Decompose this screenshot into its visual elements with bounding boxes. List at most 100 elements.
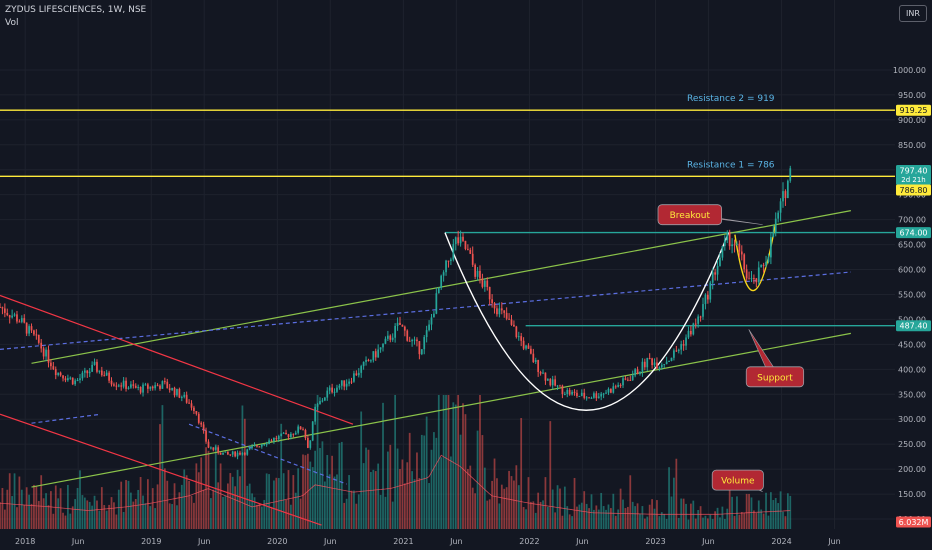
volume-bar — [113, 502, 115, 529]
volume-bar — [83, 497, 86, 529]
candle-body — [243, 452, 246, 455]
candle-body — [636, 369, 639, 374]
candle-body — [474, 264, 477, 277]
candle-body — [299, 426, 302, 430]
level-label: Resistance 2 = 919 — [687, 94, 775, 104]
candle-body — [54, 369, 57, 376]
candle-body — [117, 385, 120, 387]
candle-body — [440, 275, 443, 288]
volume-bar — [588, 508, 590, 529]
candle-body — [626, 379, 629, 381]
candle-body — [430, 317, 433, 325]
candle-body — [595, 393, 598, 399]
candle-body — [30, 326, 33, 331]
volume-bar — [561, 515, 564, 529]
candle-body — [488, 287, 491, 300]
volume-bar — [457, 395, 460, 529]
candle-body — [690, 330, 692, 335]
candle-body — [614, 386, 617, 388]
candle-body — [331, 387, 333, 393]
candle-body — [500, 308, 503, 311]
candle-body — [568, 389, 571, 395]
volume-bar — [241, 405, 244, 529]
candle-body — [306, 438, 309, 448]
volume-bar — [173, 483, 176, 529]
volume-bar — [643, 518, 646, 529]
candle-body — [391, 337, 394, 340]
volume-bar — [420, 434, 423, 529]
volume-bar — [122, 511, 125, 529]
candle-body — [173, 387, 176, 396]
candle-body — [282, 432, 285, 434]
candle-body — [743, 254, 746, 270]
candle-body — [151, 386, 154, 389]
candle-body — [384, 338, 387, 344]
candle-body — [549, 378, 552, 386]
volume-bar — [11, 496, 13, 529]
volume-bar — [634, 506, 637, 529]
candle-body — [786, 180, 789, 199]
volume-bar — [471, 487, 474, 529]
volume-bar — [96, 500, 98, 529]
volume-bar — [515, 465, 518, 529]
volume-bar — [297, 468, 300, 529]
volume-bar — [503, 488, 506, 529]
volume-bar — [510, 476, 513, 529]
volume-indicator-label[interactable]: Vol — [5, 18, 19, 28]
volume-bar — [372, 469, 375, 529]
volume-bar — [23, 504, 26, 529]
candle-body — [534, 359, 537, 362]
candle-body — [556, 385, 559, 387]
candle-body — [566, 389, 569, 394]
horizontal-levels: Resistance 2 = 919 Resistance 1 = 786 — [0, 94, 895, 327]
candle-body — [702, 304, 704, 317]
level-label: Resistance 1 = 786 — [687, 160, 775, 170]
x-tick-label: Jun — [827, 537, 841, 546]
candle-body — [675, 350, 678, 352]
candle-body — [42, 348, 45, 357]
y-tick-label: 1000.00 — [893, 66, 926, 75]
volume-bar — [195, 463, 198, 529]
candle-body — [600, 393, 603, 397]
volume-bar — [430, 449, 433, 529]
candle-body — [3, 308, 6, 313]
candle-body — [35, 334, 38, 336]
volume-bar — [224, 495, 227, 529]
candle-body — [323, 397, 326, 401]
candle-body — [59, 372, 62, 376]
candle-body — [251, 446, 253, 448]
candle-body — [122, 380, 125, 387]
volume-bar — [663, 514, 666, 529]
candle-body — [418, 341, 421, 355]
volume-bar — [178, 492, 181, 529]
volume-bar — [517, 485, 520, 529]
volume-bar — [144, 503, 147, 529]
candle-body — [493, 303, 496, 309]
last-price-badge: 797.40 — [900, 167, 928, 176]
symbol-title[interactable]: ZYDUS LIFESCIENCES, 1W, NSE — [5, 5, 147, 15]
candle-body — [663, 364, 666, 366]
candle-body — [789, 168, 792, 181]
candle-body — [336, 387, 338, 392]
volume-bar — [336, 474, 338, 529]
volume-bar — [360, 411, 363, 529]
volume-bar — [782, 511, 784, 529]
volume-bar — [316, 395, 319, 529]
candle-body — [660, 364, 663, 368]
candle-body — [214, 447, 217, 450]
level-price-badge: 786.80 — [900, 186, 928, 195]
volume-bar — [394, 395, 397, 529]
callout-box — [745, 366, 805, 388]
candle-body — [110, 380, 113, 385]
candle-body — [760, 264, 763, 268]
volume-bar — [505, 487, 508, 529]
x-tick-label: Jun — [323, 537, 337, 546]
volume-bar — [110, 497, 113, 529]
y-tick-label: 150.00 — [898, 490, 926, 499]
volume-bar — [219, 463, 222, 529]
currency-button[interactable]: INR — [899, 5, 927, 22]
candle-body — [411, 339, 413, 342]
volume-bar — [134, 499, 137, 529]
candle-body — [593, 393, 595, 398]
